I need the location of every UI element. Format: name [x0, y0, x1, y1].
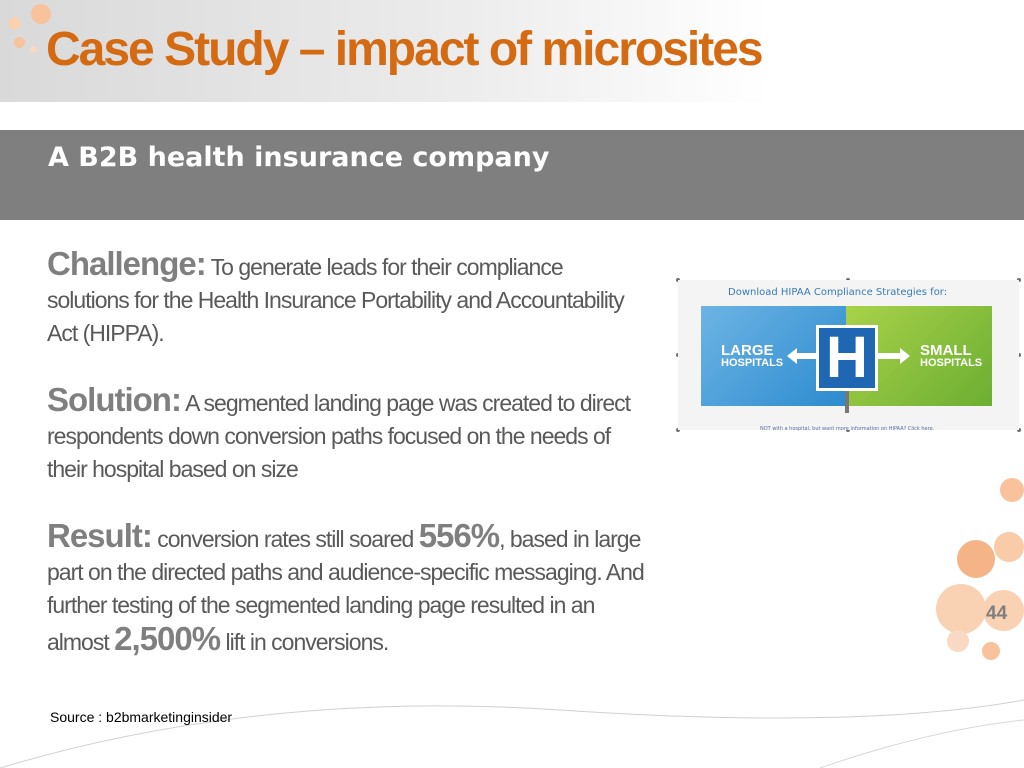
result-text-middle: , based in large part on the directed pa…: [47, 526, 645, 655]
case-study-body: Challenge: To generate leads for their c…: [47, 247, 647, 692]
solution-text: A segmented landing page was created to …: [47, 390, 631, 482]
result-figure-2500: 2,500%: [114, 620, 221, 657]
source-caption: Source : b2bmarketinginsider: [50, 709, 233, 725]
challenge-paragraph: Challenge: To generate leads for their c…: [47, 247, 647, 350]
selection-handle: [846, 428, 850, 432]
small-label-line1: SMALL: [920, 342, 972, 359]
challenge-text: To generate leads for their compliance s…: [47, 254, 625, 346]
solution-paragraph: Solution: A segmented landing page was c…: [47, 383, 647, 486]
decorative-dot: [30, 46, 37, 53]
bottom-swoosh: [0, 699, 1024, 768]
selection-handle: [1017, 353, 1021, 357]
selection-handle: [1017, 428, 1021, 432]
decorative-dot: [8, 17, 21, 30]
subtitle-band: A B2B health insurance company: [0, 130, 1024, 220]
result-label: Result:: [47, 517, 153, 554]
slide-subtitle: A B2B health insurance company: [48, 142, 550, 173]
large-label-line1: LARGE: [721, 342, 774, 359]
result-paragraph: Result: conversion rates still soared 55…: [47, 519, 647, 659]
result-text-before: conversion rates still soared: [151, 526, 419, 552]
hospital-sign-icon: H: [816, 325, 878, 391]
decorative-dot: [936, 584, 986, 634]
decorative-dot: [14, 37, 25, 48]
slide-title: Case Study – impact of microsites: [46, 23, 764, 76]
decorative-dot: [957, 540, 995, 578]
decorative-dot: [947, 630, 969, 652]
decorative-dot: [983, 590, 1024, 631]
image-footnote: NOT with a hospital, but want more infor…: [760, 426, 935, 432]
right-arrow-icon: [878, 348, 910, 364]
decorative-dot: [1000, 478, 1024, 502]
left-arrow-icon: [787, 348, 819, 364]
sign-pole: [845, 391, 849, 413]
challenge-label: Challenge:: [47, 245, 207, 282]
small-hospitals-label: SMALL HOSPITALS: [920, 342, 983, 370]
result-figure-556: 556%: [418, 517, 500, 554]
title-band: [0, 0, 1024, 102]
decorative-dot: [982, 642, 1000, 660]
image-heading: Download HIPAA Compliance Strategies for…: [728, 287, 948, 298]
small-label-line2: HOSPITALS: [920, 357, 983, 369]
selection-handle: [1017, 278, 1021, 282]
page-number: 44: [986, 603, 1008, 624]
landing-page-preview: Download HIPAA Compliance Strategies for…: [678, 280, 1019, 432]
selection-handle: [676, 428, 680, 432]
large-hospitals-label: LARGE HOSPITALS: [721, 342, 784, 370]
landing-page-image: Download HIPAA Compliance Strategies for…: [676, 278, 1021, 432]
solution-label: Solution:: [47, 381, 182, 418]
large-label-line2: HOSPITALS: [721, 357, 784, 369]
decorative-dot: [31, 4, 51, 24]
result-text-after: lift in conversions.: [220, 629, 389, 655]
decorative-dot: [994, 532, 1024, 562]
